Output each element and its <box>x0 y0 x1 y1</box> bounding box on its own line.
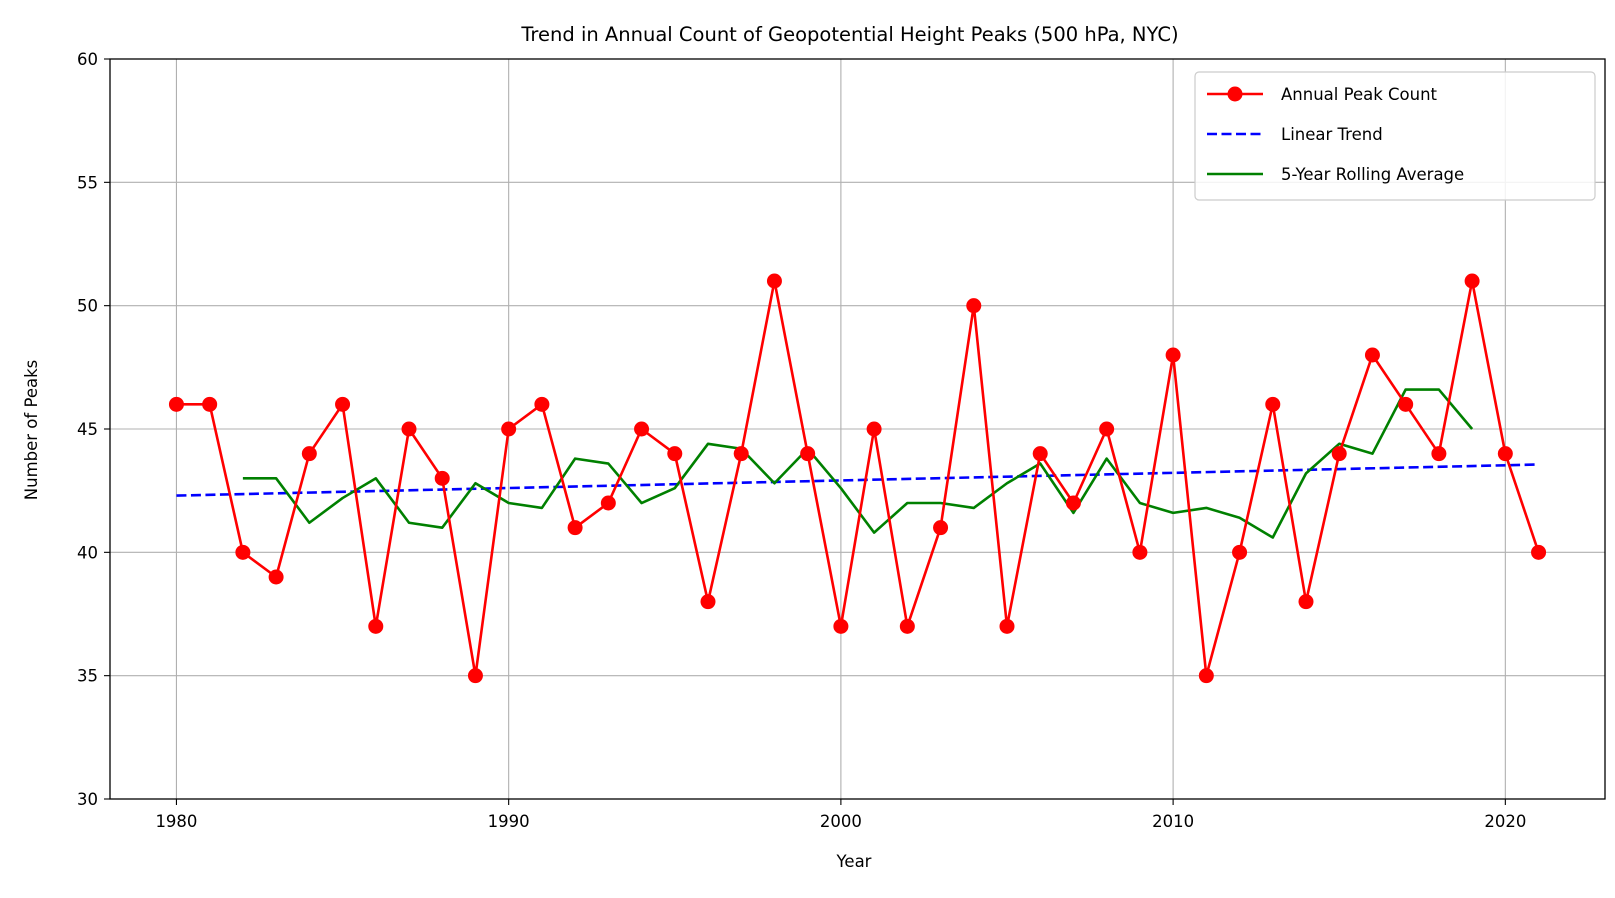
y-axis-label: Number of Peaks <box>22 360 41 500</box>
data-point <box>600 495 616 511</box>
data-point <box>1132 544 1148 560</box>
data-point <box>1232 544 1248 560</box>
data-point <box>1331 446 1347 462</box>
legend-label: Linear Trend <box>1281 125 1383 144</box>
axis-ticks: 1980 1990 2000 2010 2020 30 35 40 45 50 55 60 <box>77 50 1526 831</box>
data-point <box>534 396 550 412</box>
data-point <box>434 470 450 486</box>
y-tick-label: 30 <box>77 790 98 809</box>
data-point <box>1198 668 1214 684</box>
data-point <box>700 594 716 610</box>
legend: Annual Peak Count Linear Trend 5-Year Roll… <box>1194 71 1596 201</box>
data-point <box>368 618 384 634</box>
data-point <box>235 544 251 560</box>
data-point <box>1364 347 1380 363</box>
data-point <box>1032 446 1048 462</box>
legend-label: Annual Peak Count <box>1281 85 1438 104</box>
5-year-rolling-average-line <box>242 388 1474 539</box>
data-point <box>1065 495 1081 511</box>
data-point <box>301 446 317 462</box>
annual-peak-count-line <box>176 279 1540 677</box>
x-tick-label: 1980 <box>155 812 197 831</box>
x-tick-label: 1990 <box>488 812 530 831</box>
data-point <box>833 618 849 634</box>
data-point <box>335 396 351 412</box>
data-point <box>1165 347 1181 363</box>
y-tick-label: 35 <box>77 667 98 686</box>
chart-title: Trend in Annual Count of Geopotential He… <box>520 23 1178 46</box>
y-tick-label: 40 <box>77 543 98 562</box>
data-point <box>168 396 184 412</box>
data-point <box>733 446 749 462</box>
data-point <box>899 618 915 634</box>
data-point <box>1398 396 1414 412</box>
data-point <box>1464 273 1480 289</box>
data-point <box>866 421 882 437</box>
data-point <box>1431 446 1447 462</box>
x-tick-label: 2000 <box>820 812 862 831</box>
data-point <box>1099 421 1115 437</box>
data-point <box>800 446 816 462</box>
data-point <box>999 618 1015 634</box>
legend-box <box>1194 71 1596 201</box>
data-point <box>933 520 949 536</box>
data-point <box>268 569 284 585</box>
data-point <box>1531 544 1547 560</box>
y-tick-label: 55 <box>77 173 98 192</box>
y-tick-label: 60 <box>77 50 98 69</box>
legend-label: 5-Year Rolling Average <box>1281 165 1464 184</box>
data-point <box>202 396 218 412</box>
y-tick-label: 50 <box>77 297 98 316</box>
x-tick-label: 2020 <box>1484 812 1526 831</box>
data-point <box>634 421 650 437</box>
data-point <box>667 446 683 462</box>
legend-swatch-marker <box>1227 86 1243 102</box>
data-point <box>501 421 517 437</box>
data-point <box>766 273 782 289</box>
data-point <box>1265 396 1281 412</box>
data-point <box>401 421 417 437</box>
data-point <box>966 298 982 314</box>
x-tick-label: 2010 <box>1152 812 1194 831</box>
plot-series <box>168 273 1547 684</box>
data-point <box>567 520 583 536</box>
data-point <box>467 668 483 684</box>
data-point <box>1497 446 1513 462</box>
y-tick-label: 45 <box>77 420 98 439</box>
data-point <box>1298 594 1314 610</box>
x-axis-label: Year <box>836 852 872 871</box>
